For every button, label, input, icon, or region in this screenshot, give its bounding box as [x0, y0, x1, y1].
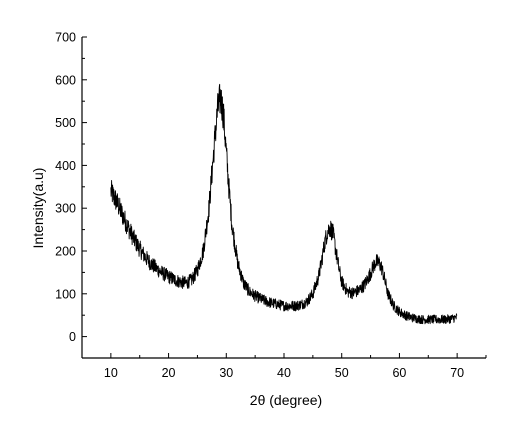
- x-tick-label: 40: [277, 366, 291, 380]
- x-axis-label: 2θ (degree): [250, 392, 322, 408]
- y-tick-label: 400: [55, 159, 76, 173]
- x-tick-label: 70: [450, 366, 464, 380]
- x-tick-label: 10: [104, 366, 118, 380]
- x-tick-label: 50: [335, 366, 349, 380]
- data-series-line: [110, 83, 458, 325]
- y-tick-label: 200: [55, 245, 76, 259]
- y-tick-label: 0: [69, 330, 76, 344]
- y-tick-label: 700: [55, 31, 76, 45]
- y-tick-label: 600: [55, 73, 76, 87]
- y-tick-label: 300: [55, 202, 76, 216]
- y-axis-label: Intensity(a.u): [30, 168, 46, 249]
- labels-layer: 2θ (degree) Intensity(a.u): [30, 168, 322, 408]
- x-tick-label: 60: [392, 366, 406, 380]
- y-tick-label: 100: [55, 287, 76, 301]
- y-tick-label: 500: [55, 116, 76, 130]
- x-tick-label: 30: [219, 366, 233, 380]
- plot-layer: [110, 83, 458, 325]
- x-tick-label: 20: [162, 366, 176, 380]
